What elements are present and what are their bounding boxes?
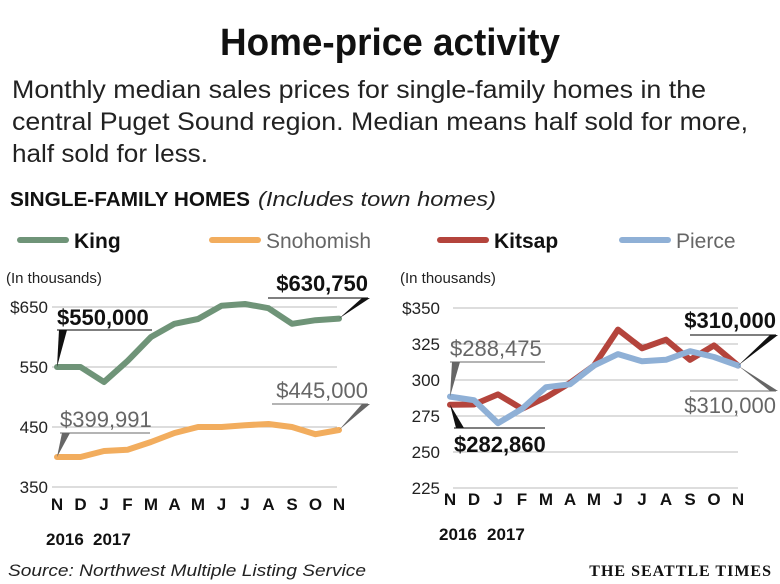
annotation-start-pierce: $288,475 (450, 336, 542, 361)
y-tick-label: 450 (20, 418, 48, 437)
x-tick-label: J (217, 495, 226, 514)
y-tick-label: $350 (402, 299, 440, 318)
x-tick-label: D (468, 490, 480, 509)
y-tick-label: 300 (412, 371, 440, 390)
y-tick-label: 550 (20, 358, 48, 377)
year-label: 2016 (439, 525, 477, 544)
annotation-pointer (450, 362, 460, 397)
subtitle-line-3: half sold for less. (12, 140, 208, 168)
x-tick-label: N (732, 490, 744, 509)
subtitle-line-1: Monthly median sales prices for single-f… (12, 76, 706, 104)
x-tick-label: A (660, 490, 672, 509)
annotation-pointer (738, 335, 778, 366)
x-tick-label: M (191, 495, 205, 514)
x-tick-label: S (684, 490, 695, 509)
annotation-start-snohomish: $399,991 (60, 407, 152, 432)
legend-label-snohomish: Snohomish (266, 230, 371, 253)
annotation-pointer (57, 330, 67, 367)
annotation-pointer (339, 404, 370, 430)
x-tick-label: F (517, 490, 527, 509)
year-label: 2017 (487, 525, 525, 544)
series-line-king (54, 301, 342, 385)
x-tick-label: J (493, 490, 502, 509)
x-tick-label: O (309, 495, 322, 514)
annotation-end-king: $630,750 (276, 271, 368, 296)
y-tick-label: 250 (412, 443, 440, 462)
x-tick-label: M (587, 490, 601, 509)
annotation-end-snohomish: $445,000 (276, 378, 368, 403)
series-line-pierce (447, 348, 741, 427)
section-label: SINGLE-FAMILY HOMES (10, 189, 250, 211)
x-tick-label: J (240, 495, 249, 514)
section-note: (Includes town homes) (258, 189, 496, 211)
unit-label: (In thousands) (400, 270, 496, 287)
annotation-pointer (450, 404, 464, 428)
annotation-start-kitsap: $282,860 (454, 432, 546, 457)
x-tick-label: A (168, 495, 180, 514)
legend-label-kitsap: Kitsap (494, 230, 558, 253)
x-tick-label: J (613, 490, 622, 509)
legend-label-pierce: Pierce (676, 230, 736, 253)
x-tick-label: J (637, 490, 646, 509)
source-note: Source: Northwest Multiple Listing Servi… (8, 561, 366, 580)
annotation-start-king: $550,000 (57, 305, 149, 330)
x-tick-label: O (707, 490, 720, 509)
x-tick-label: N (444, 490, 456, 509)
y-tick-label: $650 (10, 298, 48, 317)
x-tick-label: J (99, 495, 108, 514)
x-tick-label: F (122, 495, 132, 514)
unit-label: (In thousands) (6, 270, 102, 287)
series-line-snohomish (54, 421, 342, 460)
x-tick-label: A (564, 490, 576, 509)
x-tick-label: D (74, 495, 86, 514)
y-tick-label: 225 (412, 479, 440, 498)
annotation-end-kitsap: $310,000 (684, 308, 776, 333)
year-label: 2016 (46, 530, 84, 549)
chart-title: Home-price activity (220, 22, 560, 64)
x-tick-label: N (333, 495, 345, 514)
year-label: 2017 (93, 530, 131, 549)
annotation-pointer (738, 365, 778, 391)
x-tick-label: M (144, 495, 158, 514)
brand-logo: THE SEATTLE TIMES (589, 563, 772, 580)
x-tick-label: S (286, 495, 297, 514)
annotation-pointer (339, 298, 370, 319)
annotation-end-pierce: $310,000 (684, 393, 776, 418)
x-tick-label: A (262, 495, 274, 514)
legend: King Snohomish Kitsap Pierce (17, 230, 736, 253)
y-tick-label: 275 (412, 407, 440, 426)
subtitle-line-2: central Puget Sound region. Median means… (12, 108, 748, 136)
y-tick-label: 350 (20, 478, 48, 497)
legend-label-king: King (74, 230, 121, 253)
x-tick-label: M (539, 490, 553, 509)
y-tick-label: 325 (412, 335, 440, 354)
annotation-pointer (57, 433, 70, 458)
x-tick-label: N (51, 495, 63, 514)
